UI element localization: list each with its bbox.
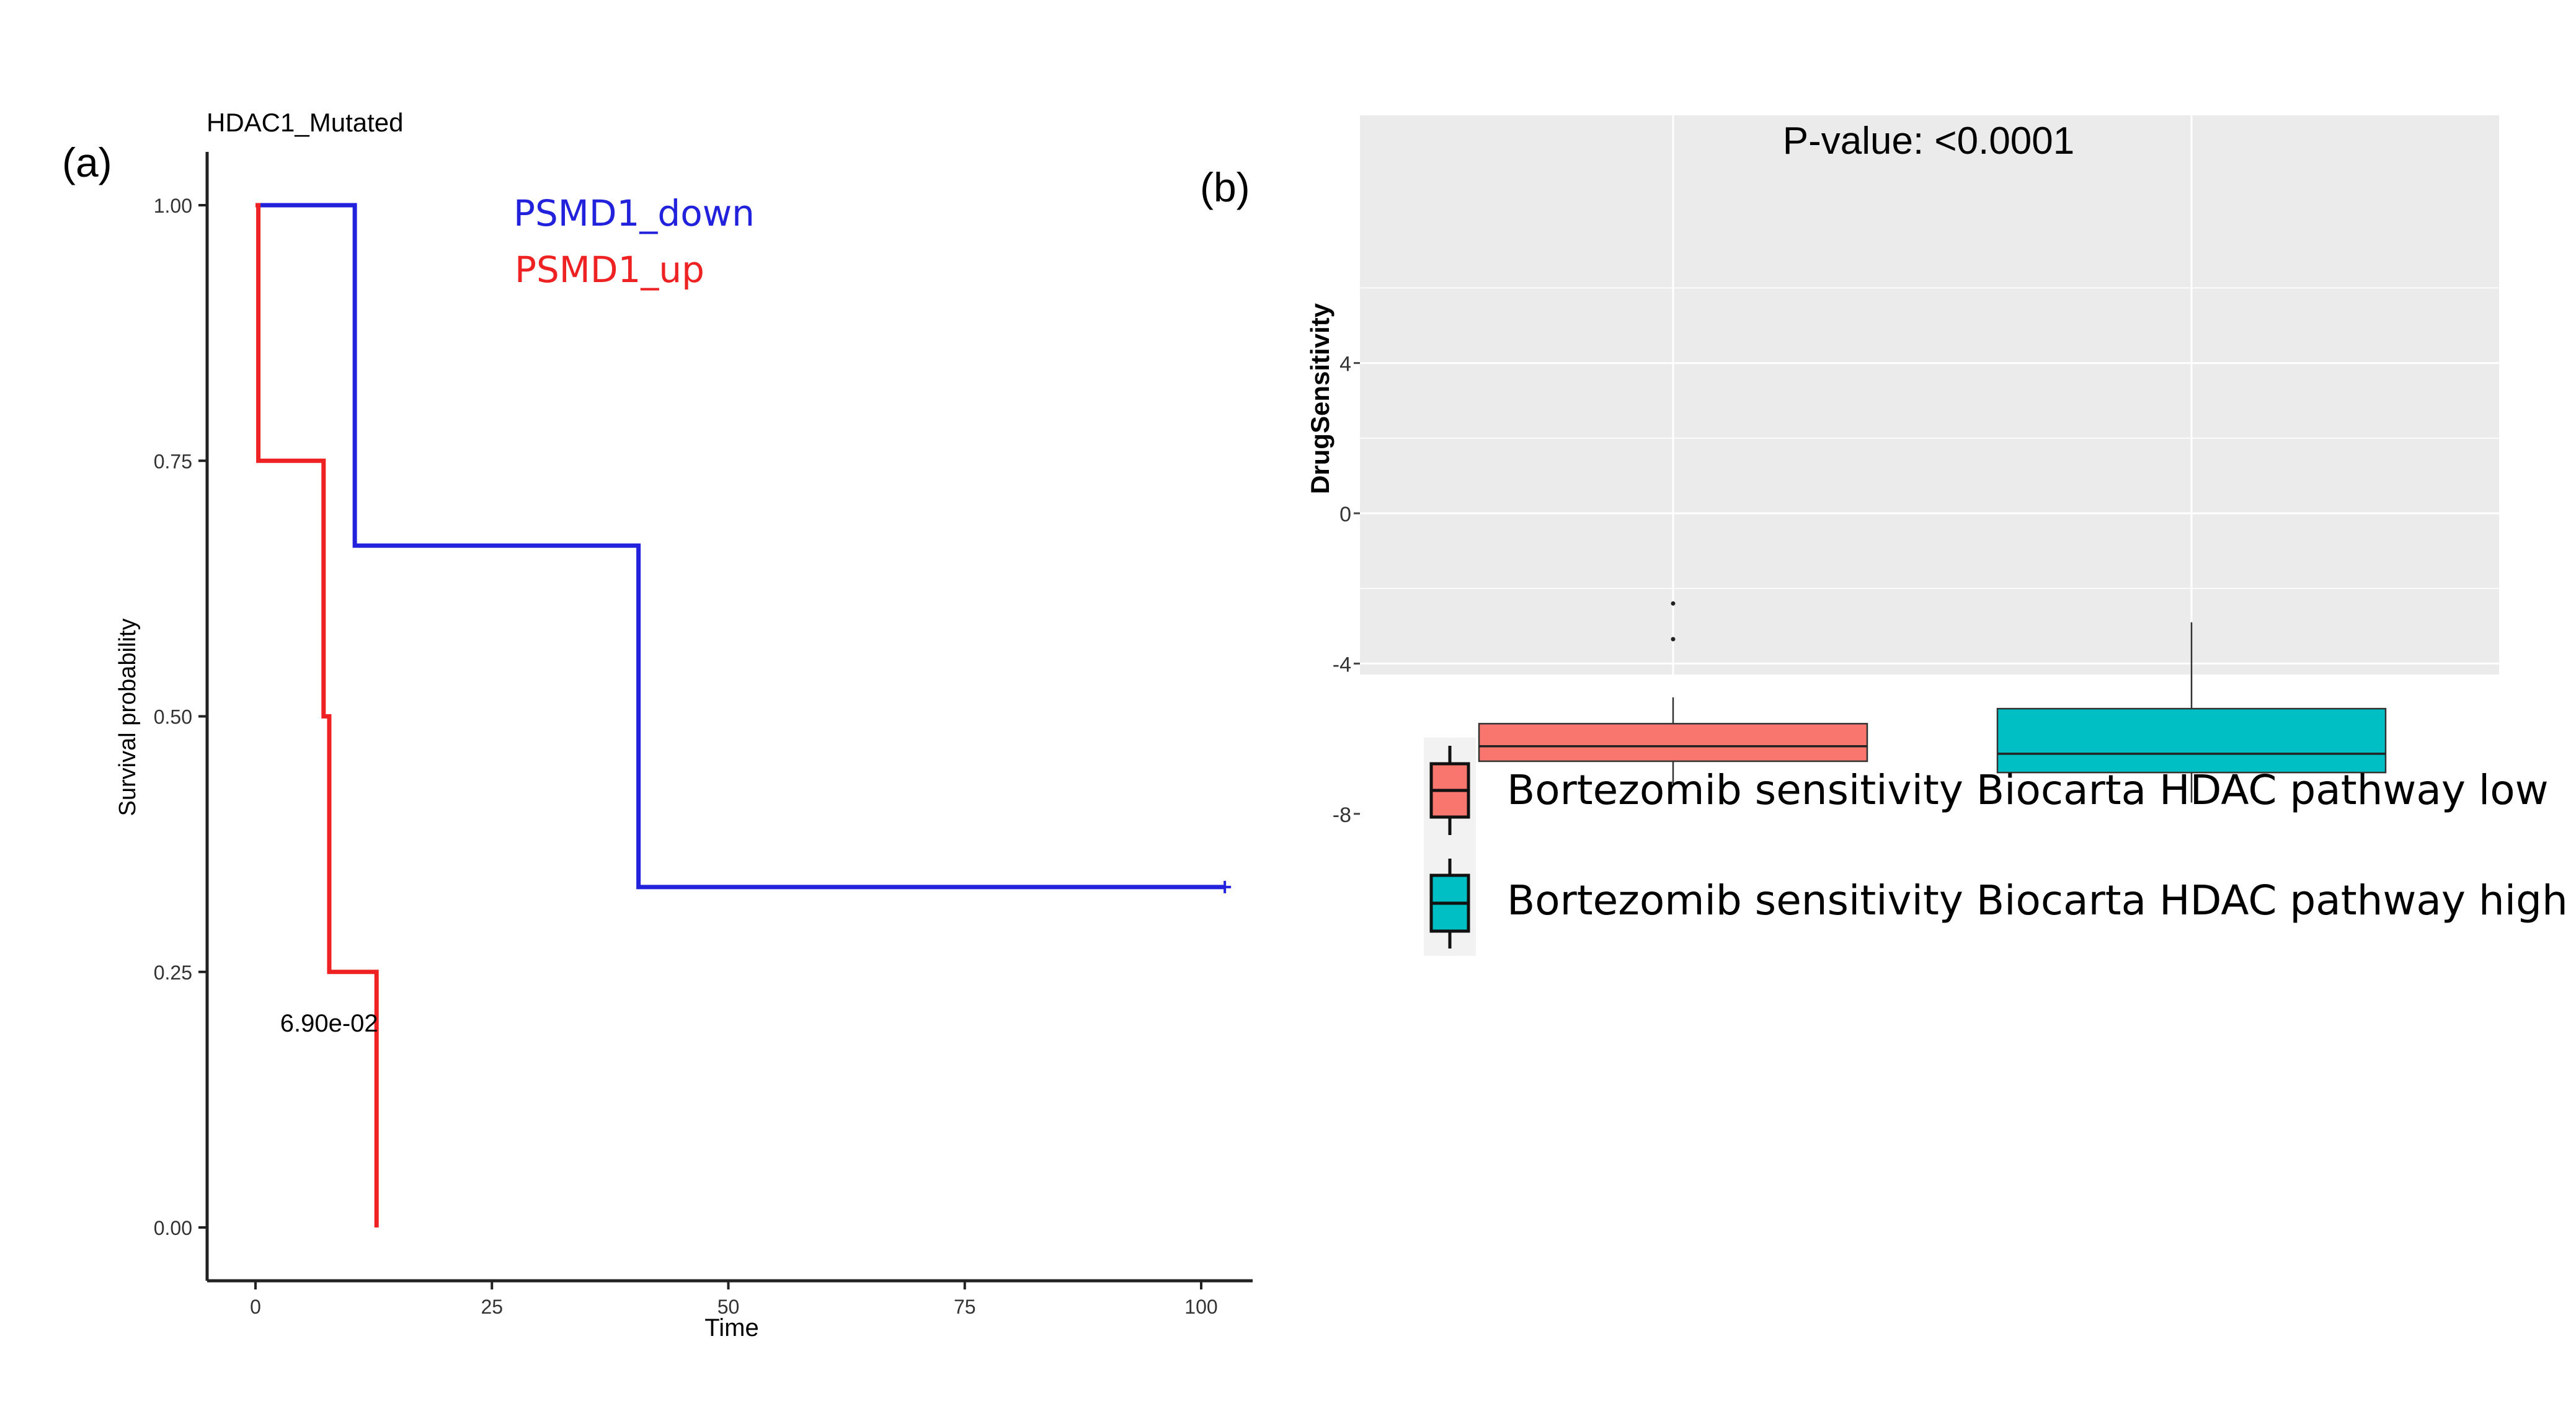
boxplot-y-tick-label: 4 (1339, 353, 1351, 376)
km-censor-mark (1219, 880, 1232, 893)
boxplot-y-ticks: 4 0 -4 -8 (1333, 353, 1360, 827)
km-p-value-annotation: 6.90e-02 (280, 1010, 378, 1037)
km-y-ticks: 0.00 0.25 0.50 0.75 1.00 (154, 195, 207, 1239)
boxplot-y-tick-label: -8 (1333, 803, 1351, 827)
km-y-tick-label: 1.00 (154, 195, 192, 217)
legend-item-low: Bortezomib sensitivity Biocarta HDAC pat… (1429, 746, 2549, 835)
km-y-tick-label: 0.25 (154, 962, 192, 984)
legend-label-high: Bortezomib sensitivity Biocarta HDAC pat… (1507, 877, 2568, 924)
km-x-tick-label: 75 (954, 1296, 976, 1318)
drug-sensitivity-boxplot: 4 0 -4 -8 P-value: <0.0001 DrugSensitivity (1305, 115, 2499, 827)
boxplot-y-tick-label: 0 (1339, 503, 1351, 526)
km-x-tick-label: 100 (1184, 1296, 1217, 1318)
km-x-tick-label: 50 (717, 1296, 740, 1318)
boxplot-y-tick-label: -4 (1333, 653, 1351, 676)
km-y-tick-label: 0.00 (154, 1217, 192, 1239)
boxplot-gridlines (1360, 115, 2499, 674)
boxplot-legend: Bortezomib sensitivity Biocarta HDAC pat… (1424, 738, 2568, 956)
boxplot-box-high (1996, 707, 2387, 774)
km-legend-psmd1-up: PSMD1_up (515, 249, 704, 291)
km-x-tick-label: 0 (250, 1296, 261, 1318)
km-curve-psmd1-up (255, 203, 379, 1227)
boxplot-p-value-title: P-value: <0.0001 (1783, 120, 2075, 162)
km-survival-chart: HDAC1_Mutated 0.00 0.25 0.50 0.75 1.00 0 25 50… (115, 108, 1253, 1342)
km-x-tick-label: 25 (481, 1296, 503, 1318)
km-curves (255, 203, 1232, 1227)
km-curve-psmd1-down (255, 203, 1225, 890)
boxplot-outlier-low (1671, 601, 1676, 606)
boxplot-panel-background (1360, 115, 2499, 674)
panel-a-label: (a) (62, 139, 112, 185)
panel-b-label: (b) (1200, 164, 1250, 210)
boxplot-box-low (1478, 723, 1868, 763)
km-y-tick-label: 0.50 (154, 706, 192, 728)
km-legend-psmd1-down: PSMD1_down (513, 192, 755, 234)
boxplot-y-axis-title: DrugSensitivity (1305, 303, 1335, 494)
km-y-tick-label: 0.75 (154, 450, 192, 472)
legend-label-low: Bortezomib sensitivity Biocarta HDAC pat… (1507, 766, 2549, 814)
boxplot-boxes (1478, 601, 2387, 803)
legend-item-high: Bortezomib sensitivity Biocarta HDAC pat… (1429, 859, 2568, 948)
boxplot-outlier-low (1671, 637, 1676, 642)
km-y-axis-title: Survival probability (115, 619, 141, 816)
km-x-ticks: 0 25 50 75 100 (250, 1281, 1218, 1318)
km-chart-title: HDAC1_Mutated (207, 108, 403, 137)
km-x-axis-title: Time (704, 1314, 758, 1342)
